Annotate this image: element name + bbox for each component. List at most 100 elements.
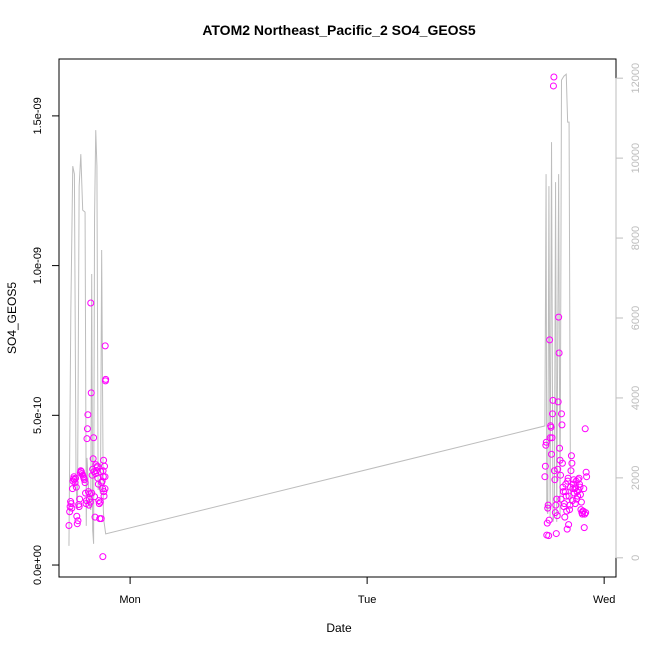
scatter-point bbox=[75, 503, 83, 511]
scatter-point bbox=[554, 465, 562, 473]
scatter-point bbox=[546, 434, 554, 442]
scatter-point bbox=[549, 82, 557, 90]
y2-tick-label: 6000 bbox=[630, 306, 642, 330]
series-line bbox=[68, 73, 571, 546]
y-tick-label: 1.0e-09 bbox=[32, 247, 44, 284]
scatter-point bbox=[101, 485, 109, 493]
scatter-point bbox=[553, 512, 561, 520]
scatter-point bbox=[95, 500, 103, 508]
scatter-point bbox=[89, 455, 97, 463]
scatter-point bbox=[101, 473, 109, 481]
scatter-point bbox=[554, 398, 562, 406]
scatter-point bbox=[574, 476, 582, 484]
y2-tick-label: 0 bbox=[630, 555, 642, 561]
scatter-point bbox=[576, 491, 584, 499]
scatter-point bbox=[101, 462, 109, 470]
scatter-point bbox=[581, 425, 589, 433]
scatter-point bbox=[73, 520, 81, 528]
scatter-point bbox=[83, 425, 91, 433]
scatter-point bbox=[557, 495, 565, 503]
x-tick-label: Wed bbox=[593, 594, 615, 606]
scatter-point bbox=[548, 410, 556, 418]
scatter-point bbox=[545, 516, 553, 524]
scatter-point bbox=[83, 435, 91, 443]
scatter-point bbox=[555, 349, 563, 357]
scatter-point bbox=[548, 450, 556, 458]
scatter-point bbox=[542, 441, 550, 449]
scatter-point bbox=[557, 410, 565, 418]
scatter-point bbox=[541, 462, 549, 470]
scatter-point bbox=[552, 501, 560, 509]
scatter-point bbox=[552, 530, 560, 538]
scatter-point bbox=[80, 476, 88, 484]
scatter-point bbox=[568, 459, 576, 467]
scatter-point bbox=[74, 517, 82, 525]
scatter-point bbox=[567, 452, 575, 460]
scatter-point bbox=[91, 493, 99, 501]
scatter-point bbox=[73, 512, 81, 520]
scatter-point bbox=[84, 488, 92, 496]
scatter-point bbox=[576, 480, 583, 488]
axis-layer: Mon Tue Wed 0.0e+00 5.0e-10 1.0e-09 1.5e-09 0 20… bbox=[32, 63, 642, 606]
scatter-point bbox=[548, 434, 556, 442]
x-tick-label: Mon bbox=[119, 594, 140, 606]
scatter-point bbox=[67, 500, 75, 508]
scatter-point bbox=[580, 485, 588, 493]
scatter-point bbox=[578, 510, 586, 518]
scatter-point bbox=[542, 438, 550, 446]
scatter-point bbox=[84, 411, 92, 419]
scatter-point bbox=[562, 492, 570, 500]
scatter-point bbox=[99, 553, 107, 561]
y2-tick-label: 8000 bbox=[630, 226, 642, 250]
scatter-point bbox=[69, 485, 77, 493]
scatter-point bbox=[563, 525, 571, 533]
scatter-point bbox=[545, 532, 553, 540]
scatter-point bbox=[558, 459, 566, 467]
scatter-point bbox=[97, 515, 105, 523]
scatter-point bbox=[72, 483, 80, 491]
scatter-point bbox=[546, 336, 554, 344]
y2-tick-label: 12000 bbox=[630, 63, 642, 94]
y-tick-label: 0.0e+00 bbox=[32, 545, 44, 585]
scatter-point bbox=[68, 504, 76, 512]
y2-tick-label: 2000 bbox=[630, 466, 642, 490]
scatter-point bbox=[100, 492, 108, 500]
scatter-point bbox=[577, 498, 585, 506]
y-tick-label: 1.5e-09 bbox=[32, 97, 44, 134]
scatter-point bbox=[567, 467, 575, 475]
plot-frame bbox=[58, 58, 617, 578]
scatter-point bbox=[71, 479, 79, 487]
scatter-point bbox=[101, 342, 109, 350]
scatter-point bbox=[93, 462, 101, 470]
scatter-point bbox=[582, 468, 590, 476]
scatter-point bbox=[558, 421, 566, 429]
scatter-point bbox=[76, 495, 84, 503]
scatter-point bbox=[561, 488, 569, 496]
scatter-point bbox=[556, 444, 564, 452]
scatter-point bbox=[582, 509, 590, 517]
scatter-point bbox=[541, 473, 549, 481]
scatter-point bbox=[583, 473, 591, 481]
scatter-point bbox=[550, 467, 558, 475]
scatter-point bbox=[90, 434, 98, 442]
y2-tick-label: 4000 bbox=[630, 386, 642, 410]
point-layer bbox=[65, 73, 591, 561]
scatter-point bbox=[81, 479, 89, 487]
scatter-point bbox=[565, 492, 573, 500]
scatter-point bbox=[551, 476, 559, 484]
scatter-point bbox=[580, 524, 588, 532]
scatter-point bbox=[70, 476, 78, 484]
scatter-point bbox=[66, 508, 74, 516]
y-axis-label: SO4_GEOS5 bbox=[5, 282, 19, 354]
scatter-point bbox=[87, 299, 95, 307]
scatter-point bbox=[96, 498, 104, 506]
scatter-point bbox=[102, 375, 110, 383]
chart-title: ATOM2 Northeast_Pacific_2 SO4_GEOS5 bbox=[202, 22, 476, 38]
scatter-point bbox=[565, 521, 573, 529]
scatter-point bbox=[555, 313, 563, 321]
scatter-point bbox=[86, 498, 94, 506]
scatter-point bbox=[550, 73, 558, 81]
y2-tick-label: 10000 bbox=[630, 143, 642, 174]
scatter-point bbox=[544, 501, 552, 509]
